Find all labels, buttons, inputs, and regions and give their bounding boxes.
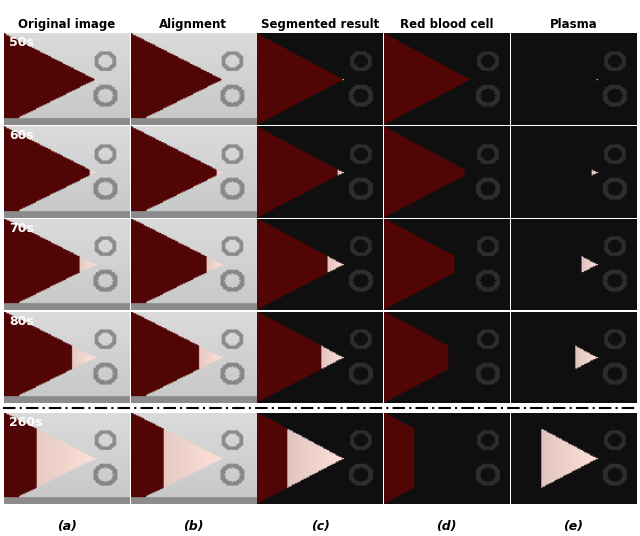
Text: 260s: 260s <box>9 416 42 429</box>
Text: 60s: 60s <box>9 129 34 143</box>
Text: Original image: Original image <box>18 18 115 31</box>
Text: (e): (e) <box>563 520 584 533</box>
Text: 70s: 70s <box>9 222 34 235</box>
Text: Alignment: Alignment <box>159 18 227 31</box>
Text: 50s: 50s <box>9 36 34 49</box>
Text: (b): (b) <box>183 520 204 533</box>
Text: Plasma: Plasma <box>550 18 597 31</box>
Text: (a): (a) <box>56 520 77 533</box>
Text: (d): (d) <box>436 520 457 533</box>
Text: (c): (c) <box>310 520 330 533</box>
Text: Segmented result: Segmented result <box>261 18 379 31</box>
Text: 80s: 80s <box>9 315 34 328</box>
Text: Red blood cell: Red blood cell <box>400 18 493 31</box>
